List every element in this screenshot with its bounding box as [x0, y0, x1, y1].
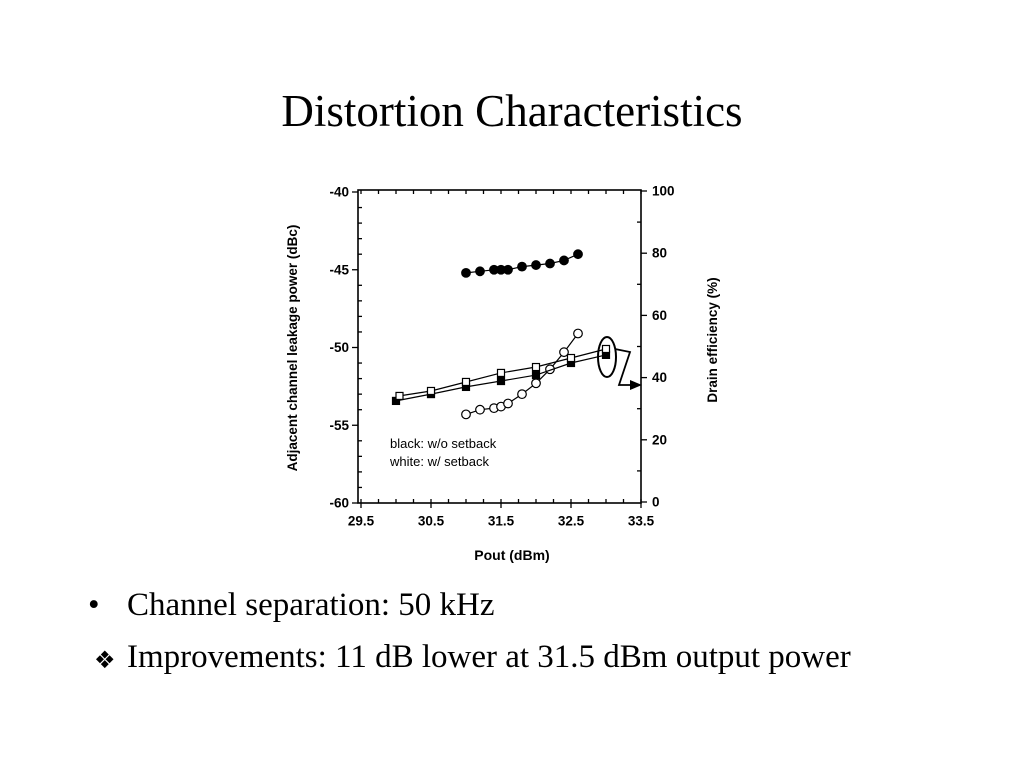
y-tick-label: -45: [329, 262, 349, 277]
callout-loop: [597, 336, 617, 378]
y2-tick-label: 20: [652, 432, 667, 447]
annotation-white: white: w/ setback: [389, 454, 489, 469]
data-point-open-square: [566, 353, 576, 363]
data-point-filled-circle: [531, 260, 541, 270]
y2-axis-label: Drain efficiency (%): [705, 277, 720, 402]
data-point-open-circle: [503, 398, 513, 409]
data-point-filled-square: [496, 376, 506, 386]
x-tick-label: 33.5: [628, 514, 655, 529]
data-point-filled-circle: [475, 266, 485, 277]
bullet-marker: •: [88, 587, 100, 623]
callout-loop-arrow: [597, 336, 642, 390]
data-point-open-square: [395, 391, 404, 401]
x-tick-label: 32.5: [558, 514, 585, 529]
data-point-filled-circle: [461, 267, 471, 278]
bullet-item: ❖ Improvements: 11 dB lower at 31.5 dBm …: [0, 641, 1024, 675]
y2-tick-label: 40: [652, 370, 667, 385]
y2-tick-label: 60: [652, 308, 667, 323]
data-point-filled-circle: [545, 258, 555, 269]
data-point-filled-circle: [573, 249, 583, 260]
data-point-open-square: [461, 377, 471, 387]
data-point-open-square: [601, 344, 611, 354]
data-point-open-circle: [559, 347, 569, 358]
x-tick-label: 31.5: [488, 514, 515, 529]
y2-tick-label: 80: [652, 246, 667, 261]
callout-arrowhead: [630, 380, 642, 390]
annotation-black: black: w/o setback: [390, 436, 497, 451]
data-point-open-circle: [573, 328, 583, 339]
data-point-open-square: [496, 368, 506, 378]
bullet-text: Channel separation: 50 kHz: [127, 587, 495, 623]
data-point-filled-circle: [517, 261, 527, 272]
x-tick-label: 29.5: [348, 514, 375, 529]
y-axis-label: Adjacent channel leakage power (dBc): [285, 225, 300, 472]
y-tick-label: -50: [329, 340, 349, 355]
bullet-item: • Channel separation: 50 kHz: [0, 589, 1024, 623]
series-line: [465, 253, 579, 274]
data-point-filled-circle: [559, 255, 569, 266]
y2-tick-label: 100: [652, 184, 675, 199]
data-point-open-circle: [531, 378, 541, 389]
axis-ticks: [352, 190, 647, 508]
data-point-open-circle: [461, 409, 471, 420]
series-line: [465, 333, 579, 415]
data-point-open-circle: [475, 404, 485, 415]
y-tick-label: -55: [329, 418, 349, 433]
bullet-text: Improvements: 11 dB lower at 31.5 dBm ou…: [127, 639, 851, 675]
y-tick-label: -40: [329, 185, 349, 200]
x-axis-label: Pout (dBm): [474, 547, 549, 563]
y-tick-label: -60: [329, 496, 349, 511]
data-point-open-circle: [517, 389, 527, 400]
diamond-bullet-icon: ❖: [94, 646, 116, 674]
slide-title: Distortion Characteristics: [281, 86, 743, 136]
callout-arrow-line: [614, 348, 633, 386]
data-point-open-square: [426, 386, 436, 396]
axis-tick-labels: -40 -45 -50 -55 -60 100 80 60 40 20 0 29.5 30.5 31.5 3…: [329, 184, 674, 529]
data-point-open-square: [531, 362, 541, 372]
data-point-filled-square: [531, 371, 541, 380]
x-tick-label: 30.5: [418, 514, 445, 529]
data-point-filled-circle: [503, 264, 513, 275]
plot-marks: [391, 249, 611, 420]
y2-tick-label: 0: [652, 495, 660, 510]
